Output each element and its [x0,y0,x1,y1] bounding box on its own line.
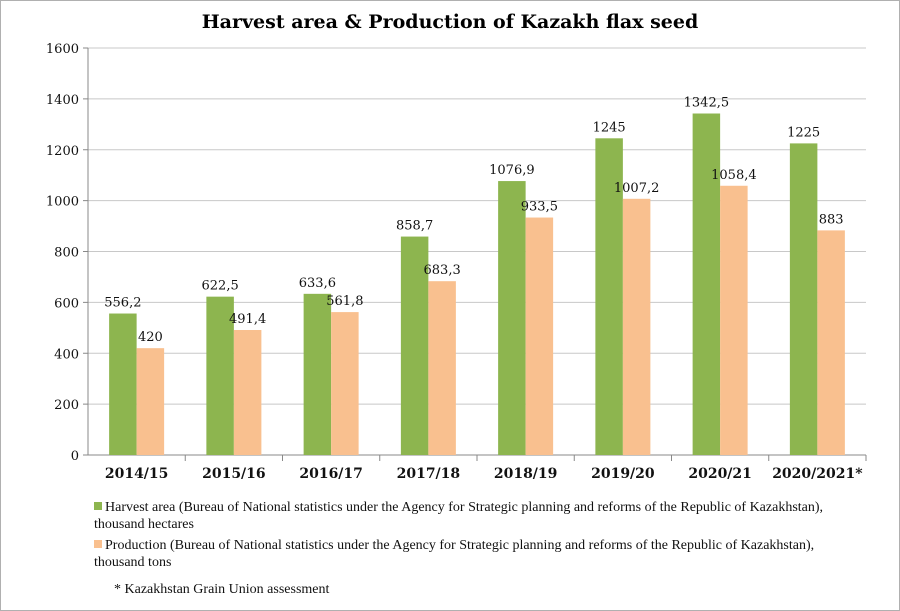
data-label: 491,4 [229,312,266,327]
y-tick-label: 800 [54,246,79,261]
data-label: 1245 [593,120,626,135]
data-label: 1342,5 [684,96,730,111]
data-label: 883 [819,212,844,227]
data-label: 556,2 [104,296,141,311]
data-label: 1007,2 [614,181,660,196]
bar-harvest [109,313,137,455]
data-label: 420 [138,330,163,345]
bar-harvest [692,113,721,456]
bar-harvest [789,143,818,455]
bar-production [817,230,845,455]
y-tick-label: 1000 [46,195,79,210]
bar-production [233,330,262,455]
x-tick-label: 2019/20 [591,466,655,482]
x-tick-label: 2015/16 [202,466,266,482]
y-tick-label: 200 [54,398,79,413]
y-tick-label: 0 [71,449,79,464]
data-label: 633,6 [299,276,336,291]
x-tick-label: 2020/21 [688,466,752,482]
legend-item-harvest: Harvest area (Bureau of National statist… [94,499,834,533]
bar-production [720,185,748,455]
data-label: 1076,9 [489,163,535,178]
x-tick-label: 2018/19 [494,466,558,482]
data-label: 1058,4 [711,168,757,183]
bar-production [331,312,359,455]
legend-label-harvest: Harvest area (Bureau of National statist… [94,500,824,532]
data-label: 561,8 [326,294,363,309]
legend-item-production: Production (Bureau of National statistic… [94,537,834,571]
data-label: 683,3 [424,263,461,278]
x-tick-label: 2016/17 [299,466,363,482]
bar-production [525,217,554,455]
x-tick-label: 2014/15 [105,466,169,482]
y-tick-label: 1200 [46,144,79,159]
y-tick-label: 600 [54,296,79,311]
bar-harvest [303,293,332,455]
bar-harvest [595,138,623,455]
legend-swatch-production [94,540,102,548]
x-tick-label: 2017/18 [397,466,461,482]
y-tick-label: 400 [54,347,79,362]
legend-swatch-harvest [94,502,102,510]
bar-production [428,281,456,455]
footnote: * Kazakhstan Grain Union assessment [114,582,330,597]
legend-label-production: Production (Bureau of National statistic… [94,538,815,570]
data-label: 1225 [787,125,820,140]
bar-harvest [400,236,429,455]
y-tick-label: 1400 [46,93,79,108]
bar-harvest [498,181,526,455]
bar-production [622,198,651,455]
x-tick-label: 2020/2021* [772,466,863,482]
bar-production [136,348,165,455]
chart-title: Harvest area & Production of Kazakh flax… [201,11,699,33]
data-label: 622,5 [202,279,239,294]
data-label: 933,5 [521,200,558,215]
bar-harvest [206,296,234,455]
y-tick-label: 1600 [46,42,79,57]
data-label: 858,7 [396,219,433,234]
